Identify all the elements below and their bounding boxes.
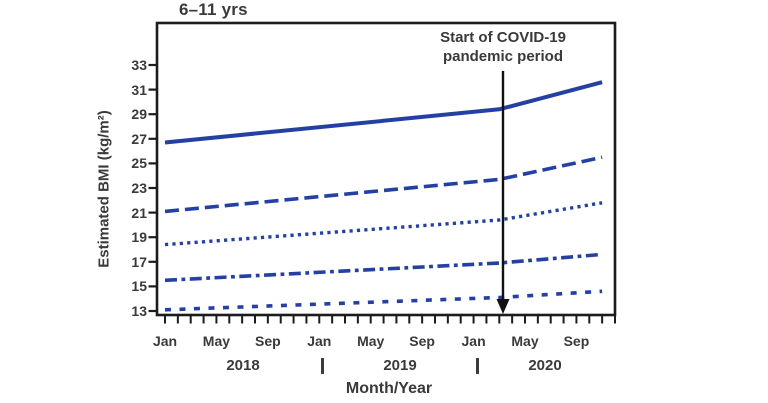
y-tick-label: 23 <box>131 180 147 196</box>
pandemic-annotation-line1: Start of COVID-19 <box>440 29 566 46</box>
x-year-label: 2019 <box>383 357 417 374</box>
plot-border <box>155 21 617 317</box>
pandemic-annotation-line2: pandemic period <box>442 48 564 65</box>
line-1-solid <box>164 80 603 145</box>
y-tick-label: 21 <box>131 204 147 221</box>
y-tick-label: 25 <box>131 155 147 172</box>
y-tick-label: 13 <box>131 303 147 319</box>
x-year-label: 2020 <box>528 357 562 374</box>
x-month-label: Jan <box>307 333 332 349</box>
y-tick-label: 19 <box>131 229 147 246</box>
x-year-label: 2018 <box>226 357 260 374</box>
x-month-label: May <box>511 333 539 349</box>
y-tick-label: 15 <box>131 278 147 295</box>
y-tick-label: 27 <box>131 130 147 147</box>
y-tick-label: 31 <box>131 81 147 98</box>
x-month-label: Sep <box>563 333 590 349</box>
y-tick-label: 33 <box>131 57 147 73</box>
x-axis-title: Month/Year <box>345 380 433 397</box>
x-month-label: Sep <box>409 333 435 349</box>
pandemic-annotation: Start of COVID-19 pandemic period <box>440 28 566 66</box>
line-4-dash-dot <box>164 252 603 283</box>
panel-title: 6–11 yrs <box>179 0 248 19</box>
x-month-label: May <box>202 333 231 349</box>
line-5-short-dash <box>164 289 603 312</box>
x-month-label: Sep <box>255 333 281 349</box>
x-month-label: Jan <box>461 333 486 349</box>
pandemic-arrow-head <box>496 299 510 314</box>
year-separator <box>320 358 324 374</box>
x-month-label: Jan <box>152 333 178 349</box>
year-separator <box>476 358 479 374</box>
x-month-label: May <box>357 333 385 349</box>
line-3-dotted <box>164 201 603 247</box>
y-tick-label: 17 <box>131 253 147 270</box>
line-2-long-dash <box>164 155 603 214</box>
y-tick-label: 29 <box>131 106 147 123</box>
